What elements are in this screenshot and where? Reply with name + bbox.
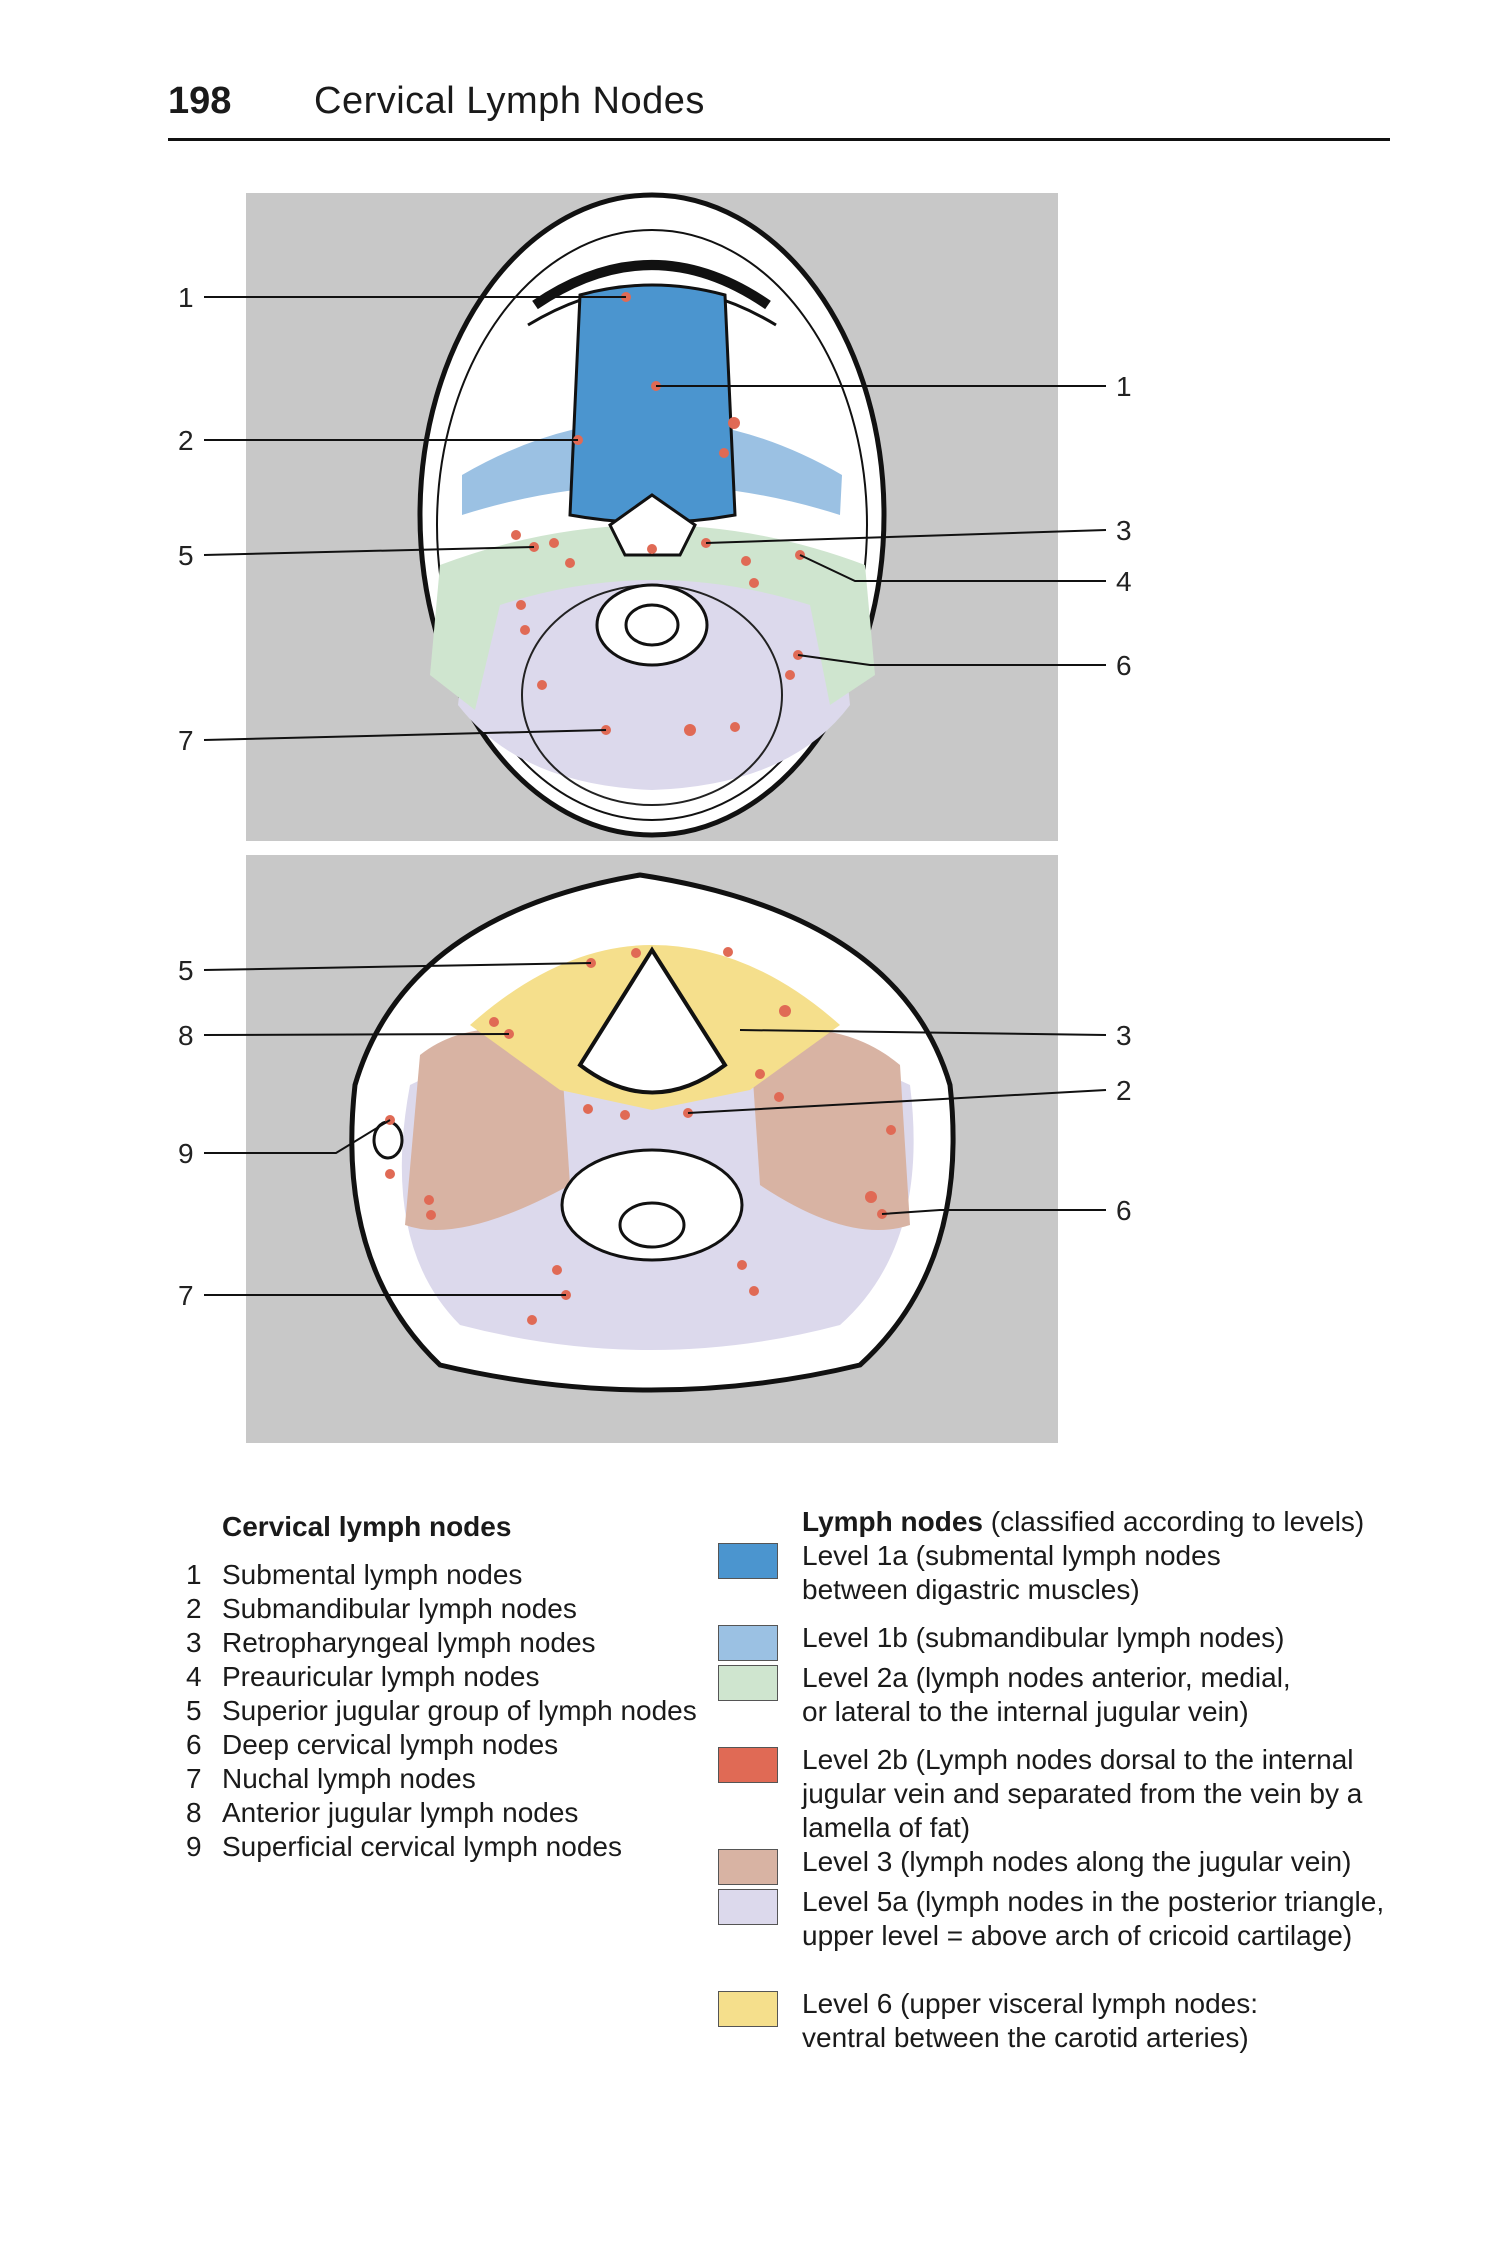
level-description: Level 6 (upper visceral lymph nodes: vent… [802, 1987, 1402, 2055]
label-upper-right-3: 4 [1116, 566, 1132, 597]
legend-heading: Cervical lymph nodes [222, 1511, 512, 1542]
level-description: Level 1a (submental lymph nodes between d… [802, 1539, 1402, 1607]
legend-item-label: Preauricular lymph nodes [222, 1661, 540, 1692]
legend-item-label: Anterior jugular lymph nodes [222, 1797, 579, 1828]
level-item: Level 2a (lymph nodes anterior, medial, o… [718, 1661, 1418, 1729]
level-5a-region [458, 560, 850, 790]
label-lower-right-2: 2 [1116, 1075, 1132, 1106]
level-description-line: or lateral to the internal jugular vein) [802, 1696, 1249, 1727]
legend-item: 6 Deep cervical lymph nodes [186, 1728, 716, 1762]
cross-section-drawing: 1 2 5 7 1 3 4 6 5 8 9 7 3 2 6 [178, 192, 1132, 1443]
legend-item-label: Submandibular lymph nodes [222, 1593, 577, 1624]
levels-heading-rest: (classified according to levels) [982, 1506, 1365, 1537]
level-item: Level 5a (lymph nodes in the posterior t… [718, 1885, 1418, 1953]
lower-section [349, 872, 956, 1393]
legend-item: 5 Superior jugular group of lymph nodes [186, 1694, 716, 1728]
anatomical-figure: 1 2 5 7 1 3 4 6 5 8 9 7 3 2 6 [140, 185, 1180, 1455]
level-color-swatch [718, 1543, 778, 1579]
level-2a-region [430, 525, 875, 710]
level-color-swatch [718, 1625, 778, 1661]
levels-heading-bold: Lymph nodes [802, 1506, 983, 1537]
levels-heading: Lymph nodes (classified according to lev… [802, 1505, 1418, 1539]
level-color-swatch [718, 1991, 778, 2027]
page-number: 198 [168, 80, 232, 122]
legend-item: 4 Preauricular lymph nodes [186, 1660, 716, 1694]
level-description-line: between digastric muscles) [802, 1574, 1140, 1605]
label-upper-left-4: 7 [178, 725, 194, 756]
level-description-line: Level 2a (lymph nodes anterior, medial, [802, 1662, 1291, 1693]
cervical-lymph-nodes-legend: Cervical lymph nodes 1 Submental lymph no… [186, 1510, 716, 1864]
legend-item-number: 4 [186, 1661, 202, 1692]
level-description-line: upper level = above arch of cricoid cart… [802, 1920, 1353, 1951]
label-lower-left-4: 7 [178, 1280, 194, 1311]
level-color-swatch [718, 1747, 778, 1783]
legend-item-label: Deep cervical lymph nodes [222, 1729, 559, 1760]
label-upper-right-1: 1 [1116, 371, 1132, 402]
level-item: Level 1a (submental lymph nodes between d… [718, 1539, 1418, 1607]
levels-list: Level 1a (submental lymph nodes between d… [718, 1539, 1418, 2055]
level-description-line: Level 6 (upper visceral lymph nodes: [802, 1988, 1259, 2019]
upper-section [417, 192, 887, 838]
level-description-line: Level 5a (lymph nodes in the posterior t… [802, 1886, 1385, 1917]
level-item: Level 1b (submandibular lymph nodes) [718, 1621, 1418, 1661]
legend-item: 2 Submandibular lymph nodes [186, 1592, 716, 1626]
legend-item-label: Retropharyngeal lymph nodes [222, 1627, 596, 1658]
label-lower-right-3: 6 [1116, 1195, 1132, 1226]
label-upper-left-3: 5 [178, 540, 194, 571]
level-description-line: Level 3 (lymph nodes along the jugular v… [802, 1846, 1352, 1877]
legend-item-number: 2 [186, 1593, 202, 1624]
level-description: Level 2b (Lymph nodes dorsal to the inte… [802, 1743, 1402, 1845]
legend-item: 3 Retropharyngeal lymph nodes [186, 1626, 716, 1660]
label-lower-left-1: 5 [178, 955, 194, 986]
level-item: Level 3 (lymph nodes along the jugular v… [718, 1845, 1418, 1885]
levels-legend: Lymph nodes (classified according to lev… [718, 1505, 1418, 2055]
level-description-line: jugular vein and separated from the vein… [802, 1778, 1363, 1809]
level-description-line: Level 1b (submandibular lymph nodes) [802, 1622, 1285, 1653]
legend-item-number: 9 [186, 1831, 202, 1862]
level-description-line: Level 2b (Lymph nodes dorsal to the inte… [802, 1744, 1354, 1775]
label-upper-left-2: 2 [178, 425, 194, 456]
legend-list: 1 Submental lymph nodes 2 Submandibular lym… [186, 1558, 716, 1864]
legend-item-number: 7 [186, 1763, 202, 1794]
label-upper-right-4: 6 [1116, 650, 1132, 681]
label-lower-left-3: 9 [178, 1138, 194, 1169]
legend-item: 9 Superficial cervical lymph nodes [186, 1830, 716, 1864]
legend-item-number: 8 [186, 1797, 202, 1828]
legend-item-label: Submental lymph nodes [222, 1559, 523, 1590]
level-3-region-right [750, 1029, 910, 1230]
page-header: 198 Cervical Lymph Nodes [168, 72, 1390, 141]
legend-item-label: Nuchal lymph nodes [222, 1763, 476, 1794]
level-description: Level 1b (submandibular lymph nodes) [802, 1621, 1402, 1655]
level-1a-region [568, 283, 737, 524]
label-upper-right-2: 3 [1116, 515, 1132, 546]
leader-lines [203, 296, 1107, 1296]
legend-item: 7 Nuchal lymph nodes [186, 1762, 716, 1796]
level-3-region [405, 1028, 570, 1230]
legend-item-number: 5 [186, 1695, 202, 1726]
legend-item: 8 Anterior jugular lymph nodes [186, 1796, 716, 1830]
legend-item-label: Superior jugular group of lymph nodes [222, 1695, 697, 1726]
level-description-line: ventral between the carotid arteries) [802, 2022, 1249, 2053]
legend-item: 1 Submental lymph nodes [186, 1558, 716, 1592]
legend-item-number: 3 [186, 1627, 202, 1658]
label-upper-left-1: 1 [178, 282, 194, 313]
level-color-swatch [718, 1889, 778, 1925]
level-color-swatch [718, 1849, 778, 1885]
level-description: Level 3 (lymph nodes along the jugular v… [802, 1845, 1402, 1879]
level-description: Level 5a (lymph nodes in the posterior t… [802, 1885, 1402, 1953]
level-color-swatch [718, 1665, 778, 1701]
level-item: Level 2b (Lymph nodes dorsal to the inte… [718, 1743, 1418, 1845]
level-description-line: Level 1a (submental lymph nodes [802, 1540, 1221, 1571]
level-description: Level 2a (lymph nodes anterior, medial, o… [802, 1661, 1402, 1729]
legend-item-number: 6 [186, 1729, 202, 1760]
legend-item-label: Superficial cervical lymph nodes [222, 1831, 622, 1862]
level-item: Level 6 (upper visceral lymph nodes: vent… [718, 1987, 1418, 2055]
level-description-line: lamella of fat) [802, 1812, 971, 1843]
label-lower-left-2: 8 [178, 1020, 194, 1051]
legend-item-number: 1 [186, 1559, 202, 1590]
label-lower-right-1: 3 [1116, 1020, 1132, 1051]
running-title: Cervical Lymph Nodes [314, 80, 705, 122]
